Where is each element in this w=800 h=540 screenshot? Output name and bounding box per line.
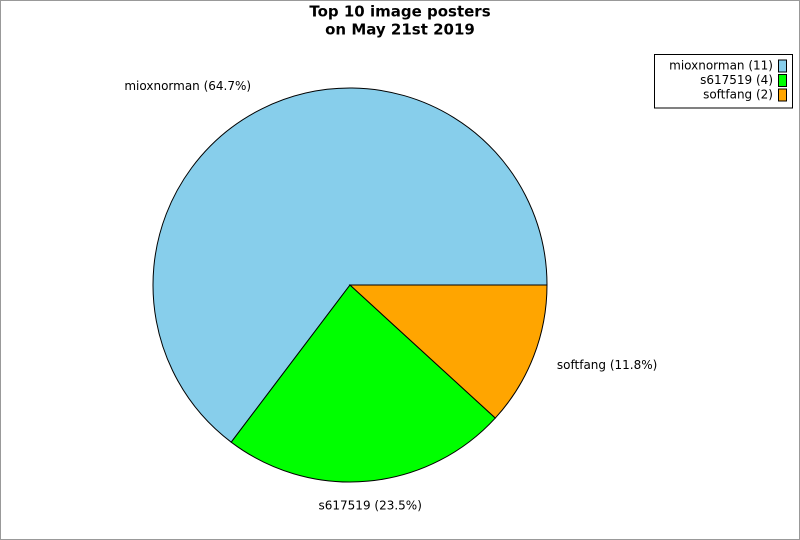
pie-slice [348, 284, 548, 419]
legend-swatch [778, 74, 787, 87]
slice-label: softfang (11.8%) [557, 358, 657, 372]
slice-label: s617519 (23.5%) [319, 499, 422, 513]
legend-label: softfang (2) [703, 88, 773, 102]
chart-title: Top 10 image posters [309, 3, 490, 21]
legend-swatch [778, 88, 787, 102]
pie-slice [152, 87, 548, 443]
legend-swatch [778, 59, 787, 73]
chart-title: on May 21st 2019 [325, 21, 475, 39]
pie-slice [230, 284, 496, 483]
legend-label: mioxnorman (11) [669, 59, 773, 73]
slice-label: mioxnorman (64.7%) [124, 79, 251, 93]
legend-box [654, 54, 793, 109]
legend-label: s617519 (4) [700, 73, 773, 87]
